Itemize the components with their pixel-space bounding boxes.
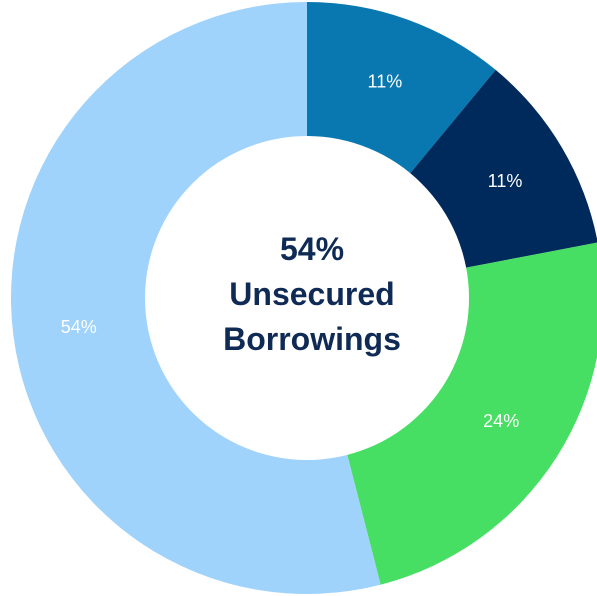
center-label-line-1: 54% bbox=[280, 231, 344, 267]
center-label-line-3: Borrowings bbox=[223, 321, 401, 357]
slice-label-4: 54% bbox=[61, 317, 97, 337]
slice-label-3: 24% bbox=[483, 411, 519, 431]
center-label-line-2: Unsecured bbox=[229, 276, 394, 312]
slice-label-2: 11% bbox=[488, 171, 523, 191]
slice-label-1: 11% bbox=[368, 72, 403, 92]
labels-layer: 11% 11% 24% 54% bbox=[61, 72, 523, 432]
center-label: 54% Unsecured Borrowings bbox=[223, 231, 401, 357]
donut-hole bbox=[145, 136, 469, 460]
